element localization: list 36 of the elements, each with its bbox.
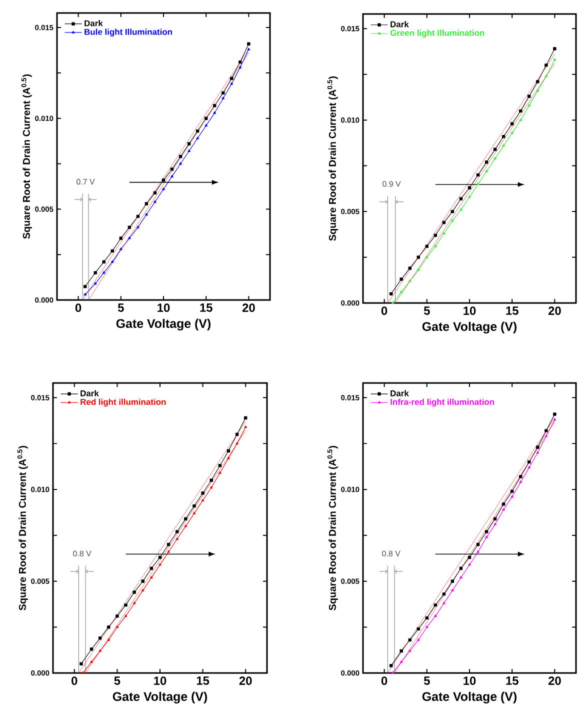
x-tick-label: 10 (154, 676, 166, 685)
x-tick-label: 0 (381, 306, 388, 315)
x-tick-label: 0 (75, 304, 82, 312)
x-tick-label: 20 (548, 306, 561, 315)
y-axis-title: Square Root of Drain Current (A$^{0.5}$) (327, 446, 338, 610)
legend-label: Dark (80, 390, 99, 396)
x-axis-title: Gate Voltage (V) (116, 318, 211, 330)
x-tick-label: 5 (114, 676, 120, 685)
legend-label: Dark (84, 20, 103, 26)
x-axis-title: Gate Voltage (V) (112, 692, 208, 704)
legend-label: Infra-red light illumination (390, 398, 494, 407)
x-axis-title: Gate Voltage (V) (422, 692, 517, 704)
x-axis-title: Gate Voltage (V) (422, 322, 517, 334)
x-tick-label: 15 (196, 676, 210, 685)
x-tick-label: 5 (118, 304, 124, 312)
x-tick-label: 15 (200, 304, 212, 312)
legend-label: Dark (390, 390, 409, 396)
legend-label: Red light illumination (80, 398, 166, 407)
x-tick-label: 5 (424, 306, 430, 315)
x-tick-label: 10 (464, 676, 476, 685)
x-tick-label: 10 (158, 304, 170, 312)
y-axis-title: Square Root of Drain Current (A$^{0.5}$) (327, 76, 338, 241)
legend-label: Dark (390, 21, 409, 28)
x-tick-label: 0 (381, 676, 388, 685)
x-tick-label: 5 (424, 676, 430, 685)
y-axis-title: Square Root of Drain Current (A$^{0.5}$) (21, 74, 32, 239)
legend-label: Green light Illumination (390, 30, 484, 38)
y-axis-title: Square Root of Drain Current (A$^{0.5}$) (17, 446, 28, 610)
x-tick-label: 10 (464, 306, 476, 315)
x-tick-label: 15 (506, 676, 518, 685)
x-tick-label: 20 (548, 676, 561, 685)
x-tick-label: 0 (72, 676, 78, 685)
x-tick-label: 15 (506, 306, 518, 315)
x-tick-label: 20 (239, 676, 252, 685)
legend-label: Bule light Illumination (84, 28, 172, 37)
x-tick-label: 20 (242, 304, 255, 312)
